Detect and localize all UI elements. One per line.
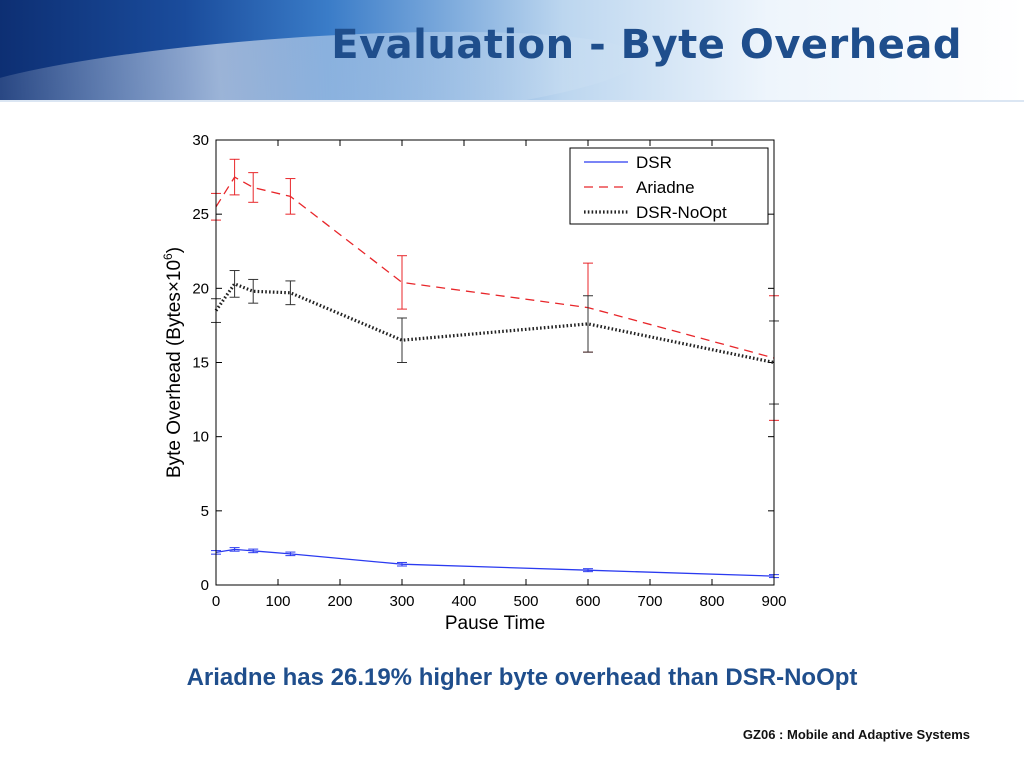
y-tick-label: 15 <box>192 355 209 372</box>
x-tick-label: 200 <box>327 593 352 610</box>
slide-title: Evaluation - Byte Overhead <box>331 22 962 68</box>
x-tick-label: 400 <box>451 593 476 610</box>
slide-footer: GZ06 : Mobile and Adaptive Systems <box>742 727 970 742</box>
series-line <box>215 548 775 577</box>
chart-svg: 0 100 200 300 400 500 600 700 800 900 0 5 10 15 20 25 30… <box>161 132 787 634</box>
x-tick-label: 500 <box>513 593 538 610</box>
slide-caption: Ariadne has 26.19% higher byte overhead … <box>186 664 858 691</box>
byte-overhead-chart: 0 100 200 300 400 500 600 700 800 900 0 5 10 15 20 25 30… <box>158 122 790 634</box>
x-tick-label: 100 <box>265 593 290 610</box>
x-tick-label: 700 <box>637 593 662 610</box>
y-tick-label: 25 <box>192 206 209 223</box>
chart-legend: DSR Ariadne DSR-NoOpt <box>569 147 769 225</box>
legend-label: Ariadne <box>636 178 695 197</box>
x-tick-label: 300 <box>389 593 414 610</box>
series-line <box>214 281 775 365</box>
chart-series <box>211 158 779 579</box>
y-tick-label: 0 <box>201 577 209 594</box>
y-tick-label: 20 <box>192 280 209 297</box>
x-tick-label: 800 <box>699 593 724 610</box>
x-axis-label: Pause Time <box>445 613 545 632</box>
plot-area-border <box>215 139 775 586</box>
slide-header-banner <box>0 0 1024 100</box>
y-tick-label: 5 <box>201 503 209 520</box>
x-tick-label: 0 <box>212 593 220 610</box>
axis-ticks: 0 100 200 300 400 500 600 700 800 900 0 5 10 15 20 25 30 <box>192 132 786 610</box>
y-axis-label-suffix: ) <box>164 247 185 253</box>
y-axis-label-superscript: 6 <box>161 253 175 260</box>
legend-label: DSR <box>636 153 672 172</box>
y-tick-label: 30 <box>192 132 209 149</box>
legend-label: DSR-NoOpt <box>636 203 727 222</box>
series-dsr-noopt <box>211 270 779 405</box>
y-tick-label: 10 <box>192 429 209 446</box>
y-axis-label-main: Byte Overhead (Bytes×10 <box>164 260 185 478</box>
x-tick-label: 900 <box>761 593 786 610</box>
header-divider <box>0 100 1024 102</box>
x-tick-label: 600 <box>575 593 600 610</box>
series-dsr <box>211 547 779 579</box>
y-axis-label: Byte Overhead (Bytes×106) <box>161 247 185 478</box>
